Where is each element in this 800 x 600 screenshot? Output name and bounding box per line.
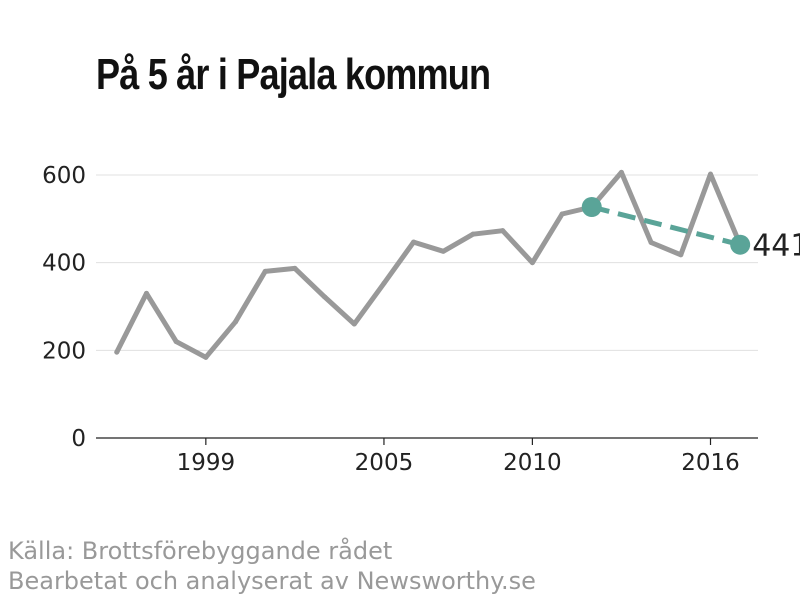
data-point-1998 bbox=[173, 339, 179, 345]
y-tick-label-400: 400 bbox=[42, 251, 86, 277]
end-value-label: 441 bbox=[752, 229, 800, 264]
data-point-2015 bbox=[678, 252, 684, 258]
data-point-2002 bbox=[292, 265, 298, 271]
highlight-dashed-line bbox=[591, 204, 741, 248]
data-point-2007 bbox=[440, 248, 446, 254]
data-point-2011 bbox=[559, 211, 565, 217]
data-series bbox=[114, 169, 743, 360]
x-tick-label-2010: 2010 bbox=[503, 450, 562, 476]
data-point-2016 bbox=[708, 171, 714, 177]
footer: Källa: Brottsförebyggande rådet Bearbeta… bbox=[8, 536, 536, 596]
data-point-2010 bbox=[529, 260, 535, 266]
x-tick-label-2005: 2005 bbox=[355, 450, 414, 476]
x-tick-label-2016: 2016 bbox=[681, 450, 740, 476]
data-point-2000 bbox=[233, 319, 239, 325]
data-point-2001 bbox=[262, 268, 268, 274]
data-point-1996 bbox=[114, 349, 120, 355]
x-axis: 1999 2005 2010 2016 bbox=[96, 437, 758, 476]
gridlines bbox=[96, 174, 758, 351]
data-point-2008 bbox=[470, 231, 476, 237]
data-point-1997 bbox=[143, 290, 149, 296]
data-point-2004 bbox=[351, 321, 357, 327]
x-tick-label-1999: 1999 bbox=[177, 450, 236, 476]
data-point-2005 bbox=[381, 280, 387, 286]
y-tick-label-200: 200 bbox=[42, 338, 86, 364]
data-point-1999 bbox=[203, 354, 209, 360]
credit-note: Bearbetat och analyserat av Newsworthy.s… bbox=[8, 567, 536, 595]
data-point-2013 bbox=[618, 169, 624, 175]
data-point-2009 bbox=[500, 228, 506, 234]
highlight-point-2017 bbox=[730, 234, 751, 255]
data-point-2014 bbox=[648, 240, 654, 246]
source-note: Källa: Brottsförebyggande rådet bbox=[8, 537, 393, 565]
y-tick-label-600: 600 bbox=[42, 163, 86, 189]
chart-title: På 5 år i Pajala kommun bbox=[96, 50, 491, 99]
highlight-point-2012 bbox=[581, 196, 602, 217]
y-tick-label-0: 0 bbox=[71, 426, 86, 452]
y-axis-ticks: 0 200 400 600 bbox=[42, 163, 86, 452]
data-point-2006 bbox=[411, 239, 417, 245]
highlight-series: 441 bbox=[581, 196, 800, 264]
series-line-0 bbox=[114, 169, 743, 360]
data-point-2003 bbox=[322, 294, 328, 300]
